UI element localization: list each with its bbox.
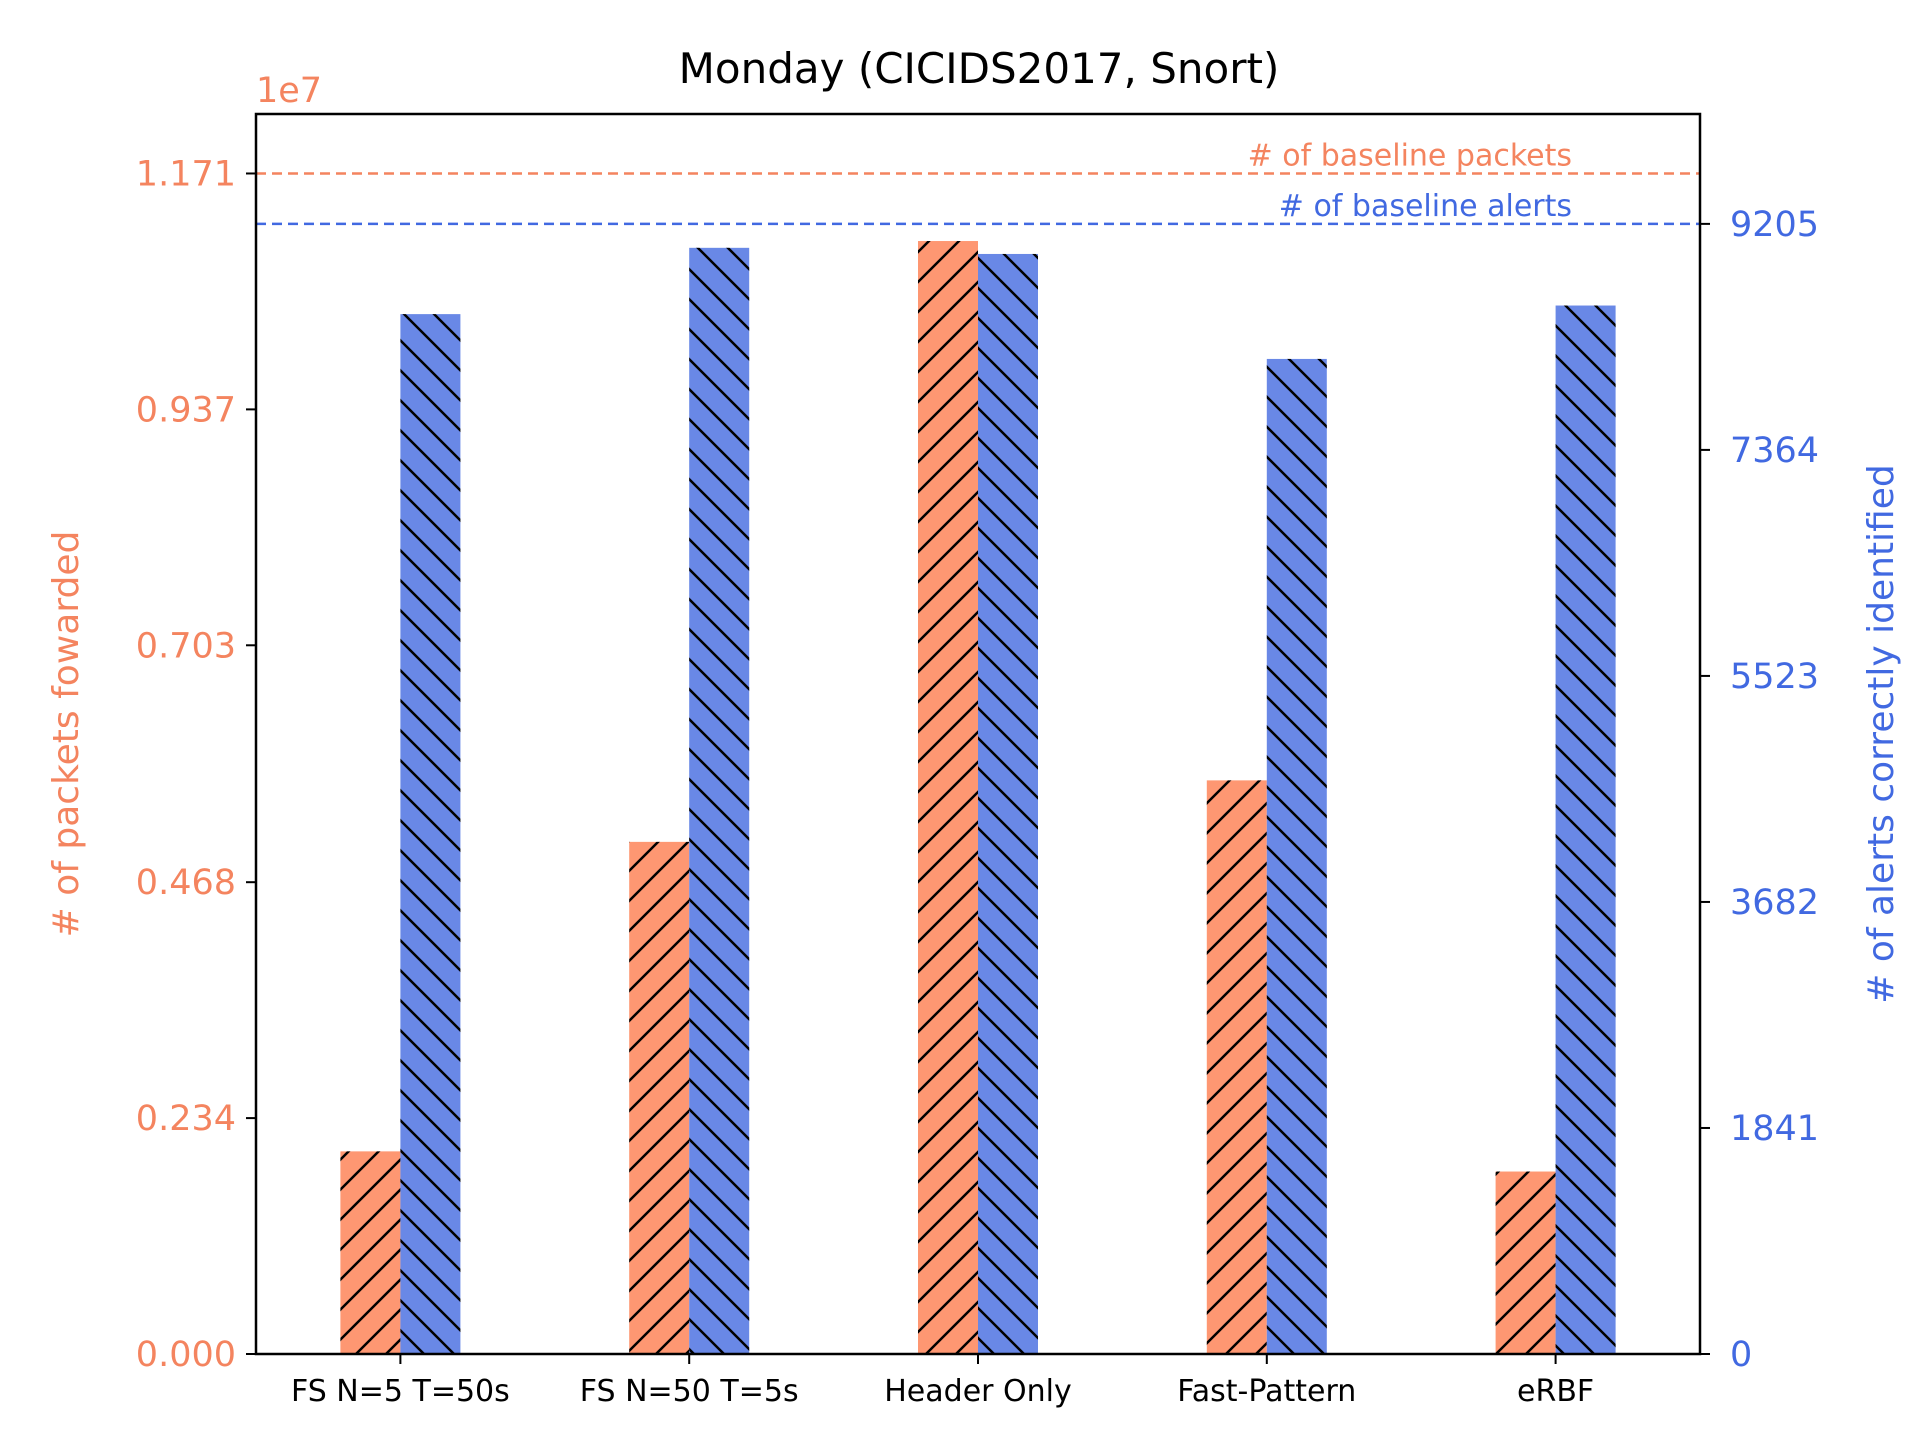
right-tick-label: 7364 [1730,431,1819,471]
reference-lines: # of baseline packets # of baseline alert… [256,138,1700,226]
bar-hatch-left-4 [1495,1171,1556,1354]
chart-title: Monday (CICIDS2017, Snort) [679,44,1280,93]
right-axis-ticks: 0 1841 3682 5523 7364 9205 [1700,205,1819,1375]
bar-hatch-left-1 [629,841,690,1354]
left-tick-label: 0.000 [136,1335,236,1375]
bar-hatch-right-4 [1555,305,1616,1354]
left-tick-label: 0.937 [136,390,236,430]
right-axis-label: # of alerts correctly identified [1861,464,1902,1004]
bar-hatch-left-2 [918,241,978,1354]
bar-hatch-right-0 [400,314,461,1355]
bar-hatch-right-1 [689,247,750,1354]
x-tick-label: Fast-Pattern [1177,1374,1356,1409]
x-tick-label: eRBF [1517,1374,1594,1409]
left-tick-label: 1.171 [136,154,236,194]
left-axis-ticks: 0.000 0.234 0.468 0.703 0.937 1.171 [136,154,256,1375]
right-tick-label: 0 [1730,1335,1752,1375]
left-tick-label: 0.234 [136,1099,236,1139]
left-tick-label: 0.703 [136,626,236,666]
x-tick-label: Header Only [884,1374,1072,1409]
left-axis-label: # of packets fowarded [46,531,87,938]
bar-hatch-left-0 [340,1151,401,1354]
x-tick-label: FS N=50 T=5s [580,1374,799,1409]
bars [340,241,1616,1355]
bar-hatch-right-3 [1266,358,1327,1355]
left-axis-offset-text: 1e7 [256,71,322,111]
right-tick-label: 3682 [1730,883,1819,923]
x-tick-label: FS N=5 T=50s [291,1374,510,1409]
reference-line-label-right: # of baseline alerts [1279,189,1572,224]
bar-hatch-right-2 [978,253,1038,1354]
reference-line-label-left: # of baseline packets [1248,138,1572,173]
right-tick-label: 1841 [1730,1109,1819,1149]
right-tick-label: 9205 [1730,205,1819,245]
left-tick-label: 0.468 [136,863,236,903]
bar-hatch-left-3 [1206,780,1267,1354]
x-axis-ticks: FS N=5 T=50s FS N=50 T=5s Header Only Fast-… [291,1354,1594,1409]
right-tick-label: 5523 [1730,657,1819,697]
